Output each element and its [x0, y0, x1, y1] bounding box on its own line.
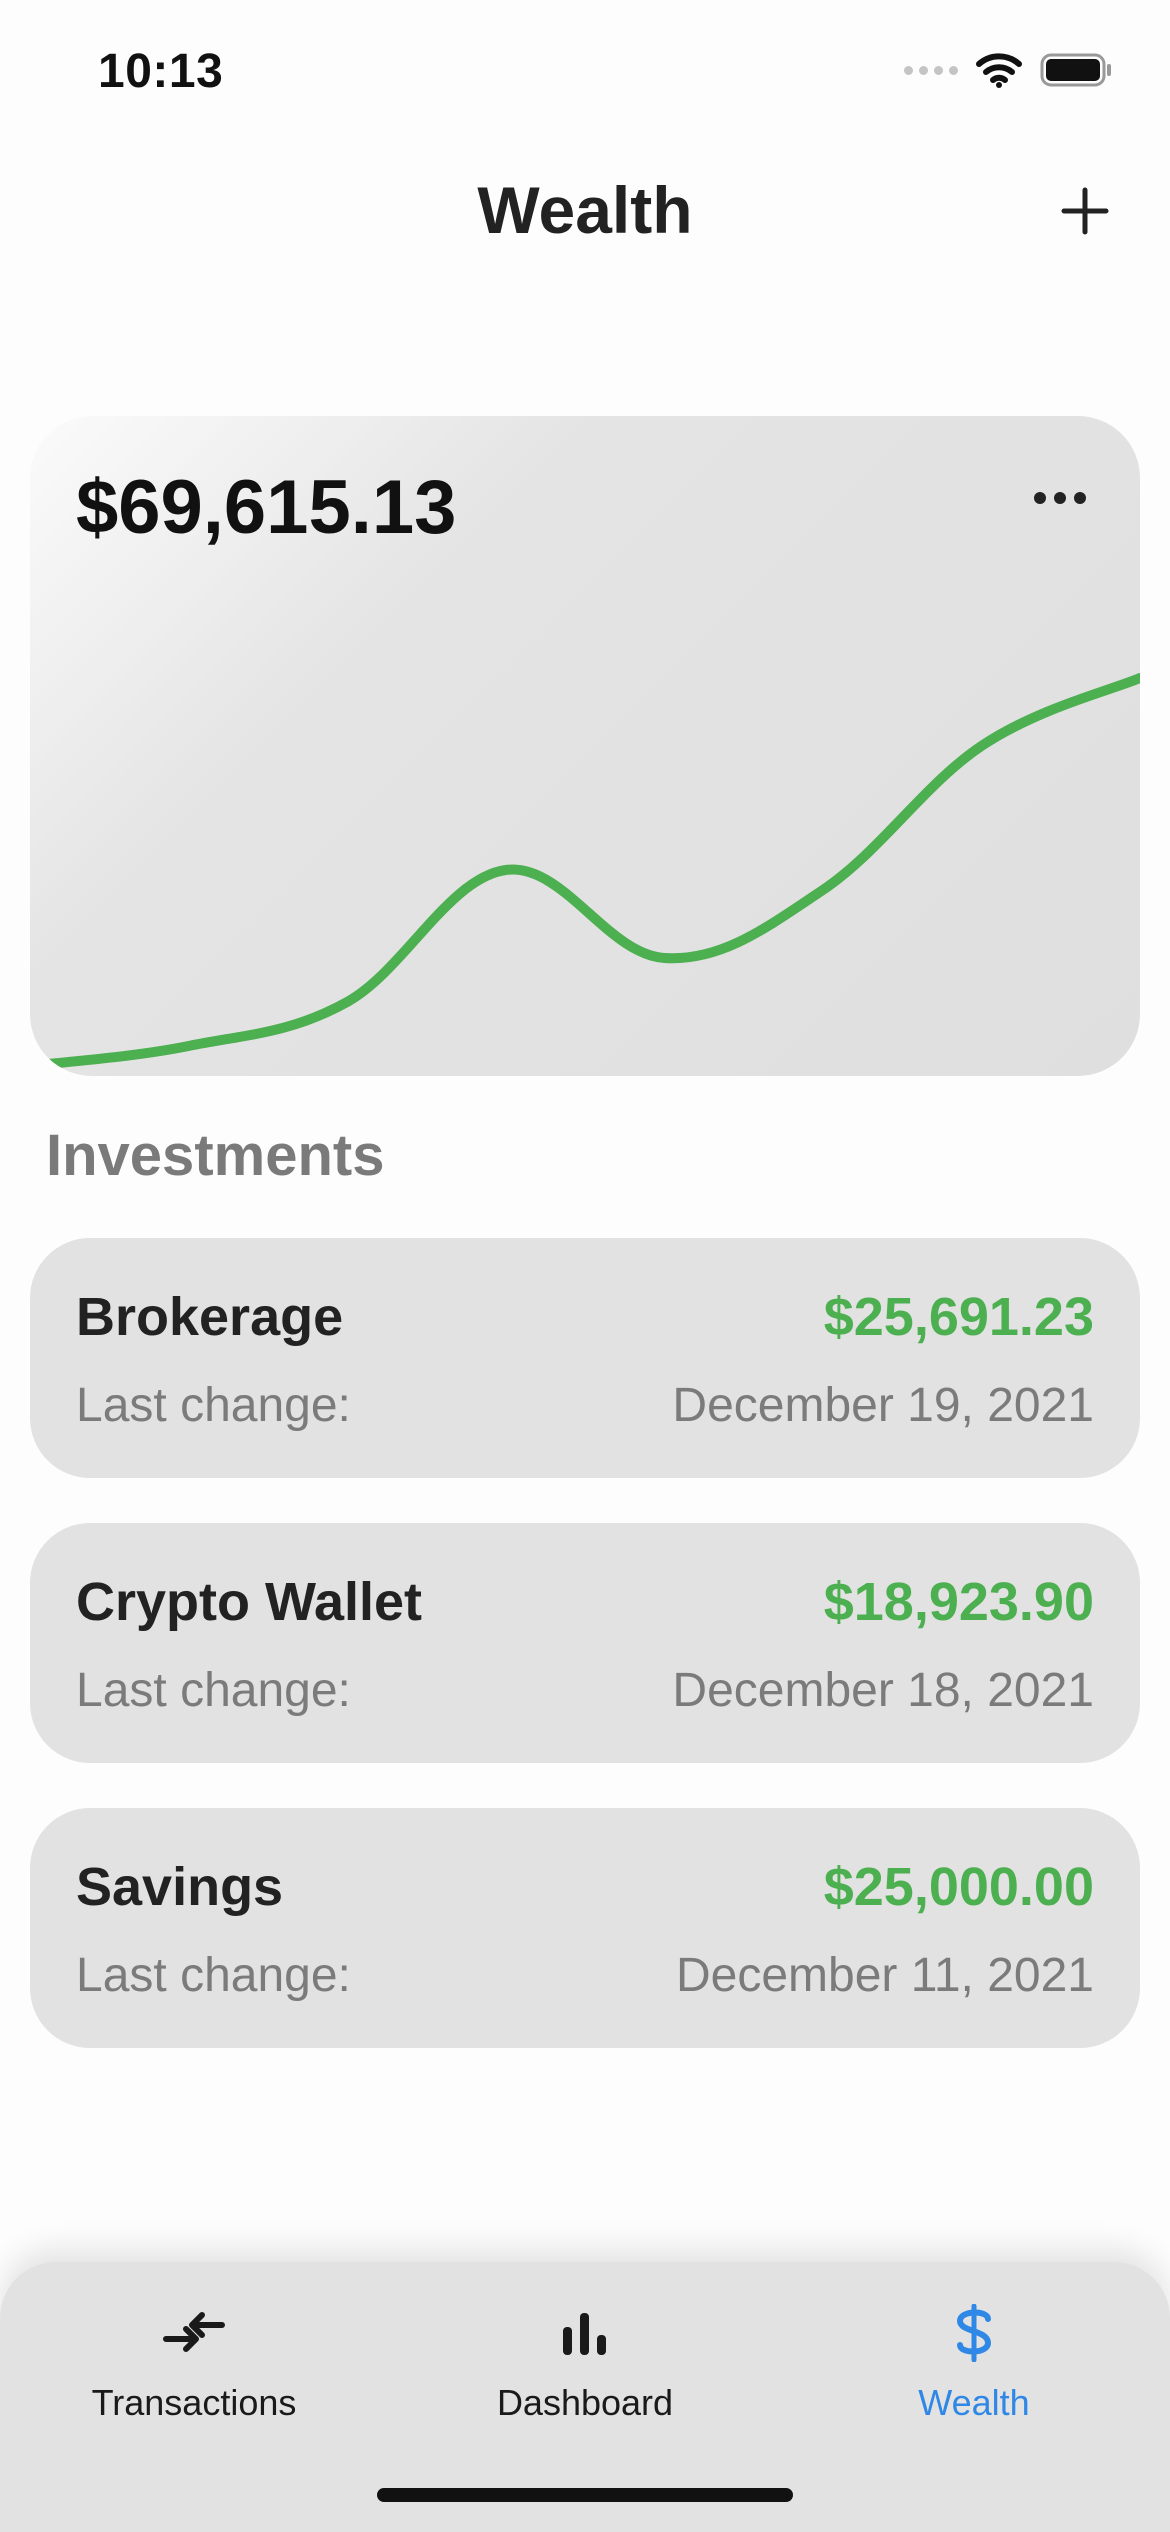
- tab-transactions[interactable]: Transactions: [44, 2298, 344, 2448]
- account-card-savings[interactable]: Savings $25,000.00 Last change: December…: [30, 1808, 1140, 2048]
- add-button[interactable]: [1050, 176, 1120, 246]
- account-name: Brokerage: [76, 1287, 344, 1347]
- total-balance: $69,615.13: [76, 465, 457, 550]
- investments-heading: Investments: [46, 1123, 385, 1188]
- dollar-icon: [956, 2304, 992, 2362]
- wifi-icon: [976, 53, 1022, 88]
- account-name: Crypto Wallet: [76, 1572, 423, 1632]
- ellipsis-icon: [1034, 492, 1086, 504]
- status-time: 10:13: [98, 45, 224, 98]
- wealth-line-chart: [30, 673, 1140, 1071]
- account-value: $25,691.23: [823, 1287, 1094, 1347]
- more-options-button[interactable]: [1020, 468, 1100, 528]
- last-change-date: December 19, 2021: [672, 1379, 1094, 1432]
- account-value: $25,000.00: [823, 1857, 1094, 1917]
- last-change-date: December 18, 2021: [672, 1664, 1094, 1717]
- account-name: Savings: [76, 1857, 284, 1917]
- battery-icon: [1040, 53, 1111, 87]
- wealth-chart-card: $69,615.13: [30, 416, 1140, 1076]
- status-icons: [904, 52, 1114, 88]
- account-card-crypto-wallet[interactable]: Crypto Wallet $18,923.90 Last change: De…: [30, 1523, 1140, 1763]
- account-value: $18,923.90: [823, 1572, 1094, 1632]
- status-bar: 10:13: [0, 0, 1170, 150]
- page-title: Wealth: [477, 173, 693, 247]
- last-change-label: Last change:: [76, 1664, 351, 1717]
- last-change-label: Last change:: [76, 1379, 351, 1432]
- transfer-arrows-icon: [163, 2312, 225, 2352]
- plus-icon: [1061, 187, 1109, 235]
- cellular-signal-icon: [904, 65, 958, 75]
- last-change-label: Last change:: [76, 1949, 351, 2002]
- tab-bar: Transactions Dashboard Wealth: [0, 2262, 1170, 2532]
- tab-dashboard[interactable]: Dashboard: [435, 2298, 735, 2448]
- series-line: [30, 673, 1140, 1071]
- tab-label: Wealth: [918, 2382, 1030, 2423]
- tab-wealth[interactable]: Wealth: [824, 2298, 1124, 2448]
- last-change-date: December 11, 2021: [675, 1949, 1094, 2002]
- home-indicator: [377, 2488, 793, 2502]
- bar-chart-icon: [563, 2313, 606, 2355]
- account-card-brokerage[interactable]: Brokerage $25,691.23 Last change: Decemb…: [30, 1238, 1140, 1478]
- tab-label: Transactions: [91, 2382, 297, 2423]
- tab-label: Dashboard: [496, 2382, 674, 2423]
